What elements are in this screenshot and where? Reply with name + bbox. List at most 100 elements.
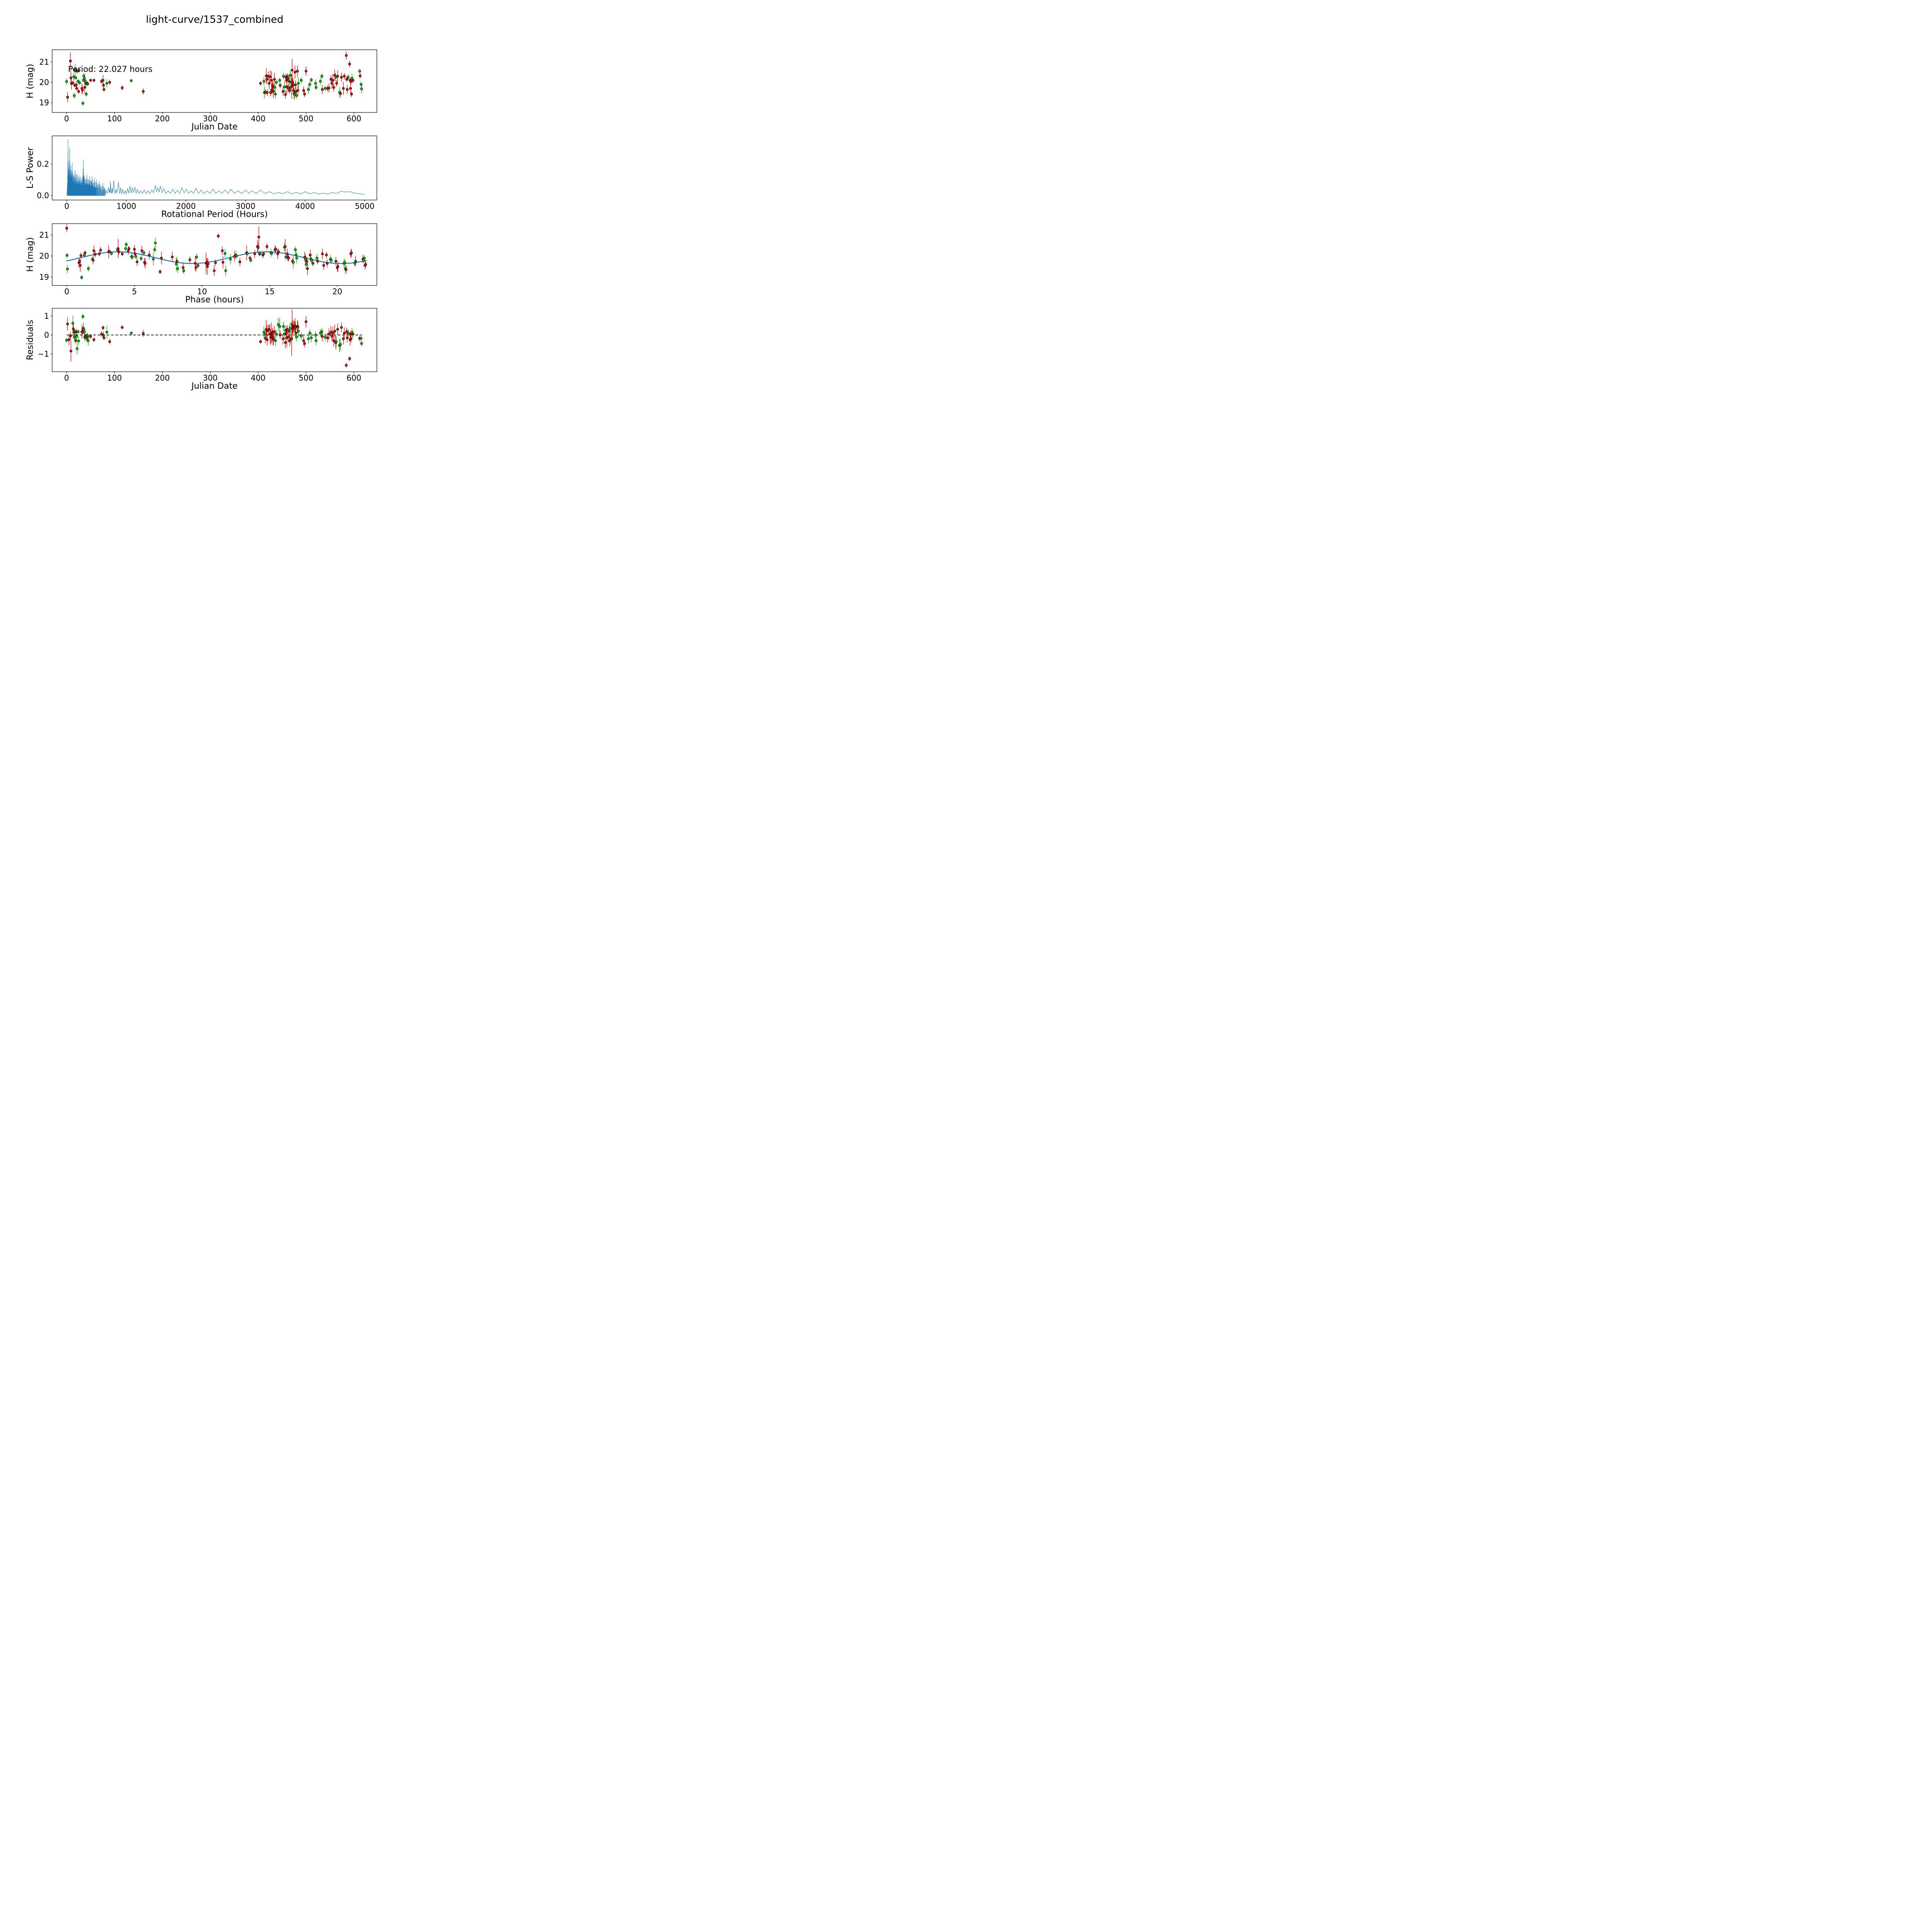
data-point xyxy=(80,276,83,279)
data-point xyxy=(75,335,78,338)
data-points xyxy=(65,315,363,367)
data-point xyxy=(350,251,353,254)
x-axis-label: Julian Date xyxy=(190,381,238,391)
data-point xyxy=(77,340,80,343)
data-point xyxy=(235,255,238,257)
data-point xyxy=(363,257,366,260)
data-point xyxy=(295,94,298,97)
data-point xyxy=(304,320,308,323)
data-point xyxy=(176,267,179,270)
data-point xyxy=(345,364,348,367)
data-point xyxy=(74,339,77,342)
data-point xyxy=(130,79,133,82)
data-point xyxy=(326,336,329,339)
data-point xyxy=(277,323,280,326)
data-point xyxy=(303,93,306,96)
data-point xyxy=(336,75,339,78)
data-point xyxy=(308,83,311,86)
data-point xyxy=(153,248,156,251)
data-point xyxy=(130,332,133,335)
x-tick-label: 600 xyxy=(347,373,361,383)
data-point xyxy=(121,252,124,255)
figure-title: light-curve/1537_combined xyxy=(146,14,284,26)
data-point xyxy=(340,326,343,329)
data-point xyxy=(257,246,260,249)
data-point xyxy=(139,257,143,260)
data-point xyxy=(102,84,105,87)
data-point xyxy=(324,336,327,339)
data-point xyxy=(195,255,198,259)
data-point xyxy=(224,269,227,272)
data-point xyxy=(79,264,82,267)
plot-area xyxy=(67,139,365,196)
data-point xyxy=(307,337,310,340)
data-point xyxy=(108,340,111,343)
data-point xyxy=(291,81,294,84)
data-point xyxy=(73,94,76,97)
data-point xyxy=(83,86,86,89)
data-point xyxy=(289,74,292,77)
y-axis-ticks: 19 20 21 xyxy=(39,57,52,107)
data-point xyxy=(330,259,333,262)
data-point xyxy=(349,87,352,90)
x-tick-label: 0 xyxy=(64,202,69,211)
data-point xyxy=(108,81,111,84)
data-point xyxy=(322,264,325,267)
data-point xyxy=(350,93,353,96)
data-point xyxy=(315,339,318,342)
data-point xyxy=(333,330,336,333)
data-point xyxy=(188,258,191,261)
data-point xyxy=(89,79,92,82)
x-tick-label: 0 xyxy=(64,114,69,123)
x-tick-label: 0 xyxy=(64,373,69,383)
data-point xyxy=(279,84,282,87)
data-point xyxy=(335,340,338,343)
y-axis-ticks: 19 20 21 xyxy=(39,230,52,282)
panel-jd_mag: Period: 22.027 hours 0 100 200 300 400 500 600 1… xyxy=(26,49,378,132)
data-point xyxy=(206,265,209,268)
data-point xyxy=(71,82,75,85)
data-point xyxy=(74,68,77,71)
data-point xyxy=(217,235,220,238)
data-point xyxy=(309,253,312,257)
data-point xyxy=(253,252,256,255)
data-point xyxy=(282,337,284,340)
data-point xyxy=(262,252,265,255)
data-point xyxy=(360,337,362,340)
data-point xyxy=(259,340,262,343)
data-point xyxy=(302,339,305,342)
x-tick-label: 5 xyxy=(132,287,137,296)
y-axis-ticks: 0.0 0.2 xyxy=(37,159,52,200)
x-tick-label: 4000 xyxy=(295,202,315,211)
data-point xyxy=(249,259,252,262)
data-point xyxy=(92,259,95,262)
data-point xyxy=(358,70,361,73)
data-point xyxy=(343,75,346,78)
data-point xyxy=(332,339,335,342)
data-point xyxy=(274,339,277,342)
data-point xyxy=(68,338,71,341)
data-point xyxy=(98,252,101,255)
data-point xyxy=(266,91,269,94)
data-point xyxy=(71,322,75,325)
x-tick-label: 15 xyxy=(265,287,274,296)
data-points xyxy=(65,227,367,279)
data-point xyxy=(94,253,97,256)
plot-area xyxy=(65,309,363,368)
data-point xyxy=(282,325,285,328)
panel-periodogram: 0 1000 2000 3000 4000 5000 0.0 0.2 Rotational Pe… xyxy=(26,136,378,219)
data-point xyxy=(92,249,95,252)
data-point xyxy=(76,347,79,350)
x-tick-label: 200 xyxy=(155,373,170,383)
data-point xyxy=(348,63,351,66)
data-point xyxy=(300,334,303,337)
data-point xyxy=(221,249,224,252)
data-point xyxy=(273,86,276,89)
y-tick-label: 0.0 xyxy=(37,191,49,200)
data-point xyxy=(345,54,348,57)
x-axis-ticks: 0 100 200 300 400 500 600 xyxy=(64,112,361,123)
data-point xyxy=(326,262,329,265)
data-point xyxy=(347,76,350,79)
data-point xyxy=(92,79,95,82)
data-point xyxy=(273,330,276,333)
